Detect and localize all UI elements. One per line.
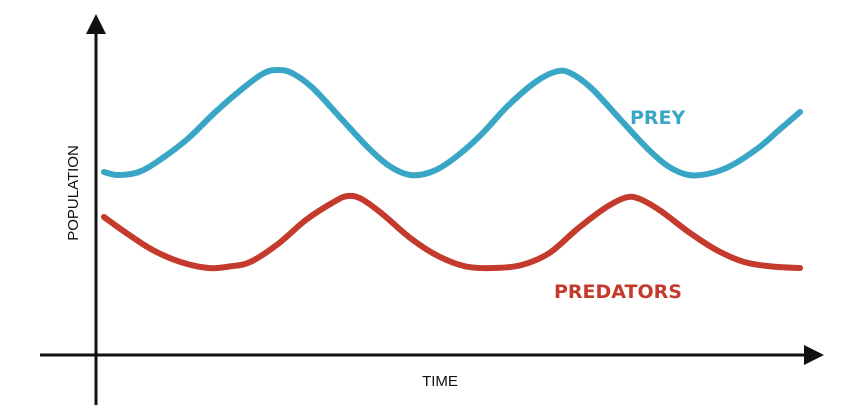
series-line-predators	[101, 192, 803, 272]
x-axis-arrow-icon	[804, 345, 824, 365]
x-axis-label: TIME	[422, 373, 458, 390]
y-axis-label: POPULATION	[65, 145, 82, 241]
y-axis-arrow-icon	[86, 14, 106, 34]
series-label-predators: PREDATORS	[554, 281, 682, 303]
series-label-prey: PREY	[630, 107, 686, 129]
series-line-prey	[101, 67, 803, 179]
